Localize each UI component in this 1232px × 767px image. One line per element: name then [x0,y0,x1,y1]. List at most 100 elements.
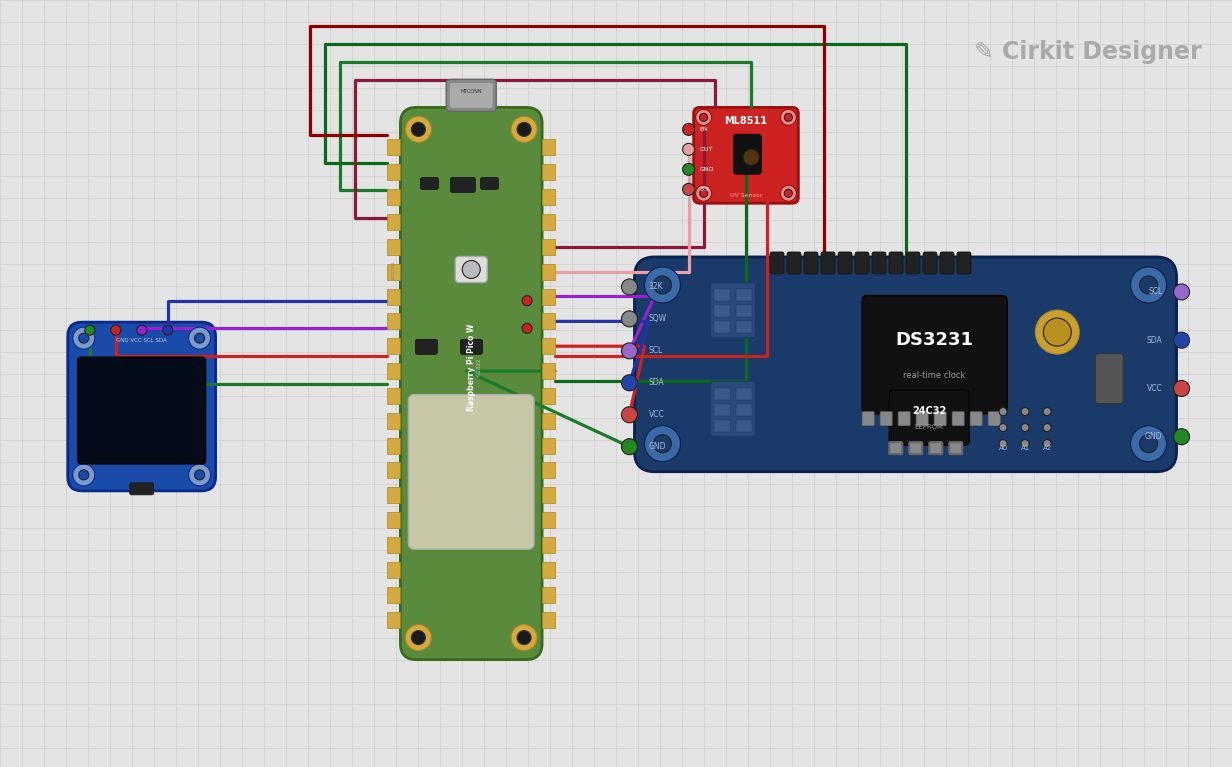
FancyBboxPatch shape [838,252,853,274]
Circle shape [522,295,532,306]
Circle shape [653,276,671,294]
FancyBboxPatch shape [862,295,1007,413]
Circle shape [188,464,211,486]
Bar [542,413,556,429]
Circle shape [195,470,205,480]
FancyBboxPatch shape [78,357,206,464]
Circle shape [743,150,759,165]
FancyBboxPatch shape [890,390,970,445]
Bar [737,387,753,400]
Bar [387,611,400,627]
Text: SDA: SDA [1147,336,1163,344]
Circle shape [785,114,792,121]
Circle shape [195,333,205,343]
Circle shape [780,186,796,201]
Bar [715,304,731,317]
FancyBboxPatch shape [634,257,1177,472]
Bar [387,363,400,379]
Circle shape [700,189,707,197]
Bar [387,487,400,503]
Text: real-time clock: real-time clock [903,371,966,380]
Circle shape [785,189,792,197]
FancyBboxPatch shape [451,177,476,193]
Bar [387,413,400,429]
FancyBboxPatch shape [929,442,942,454]
Circle shape [517,630,531,644]
Bar [542,512,556,528]
FancyBboxPatch shape [940,252,954,274]
Circle shape [405,624,431,650]
Circle shape [653,435,671,453]
Bar [387,214,400,230]
Circle shape [1174,332,1190,348]
Bar [542,288,556,304]
Circle shape [1131,267,1167,303]
FancyBboxPatch shape [950,442,962,454]
Bar [542,239,556,255]
Text: OUT: OUT [700,146,713,152]
FancyBboxPatch shape [415,339,437,354]
Bar [542,537,556,553]
Bar [387,438,400,453]
Circle shape [111,325,121,335]
Circle shape [1044,423,1051,432]
FancyBboxPatch shape [862,412,875,426]
Circle shape [644,267,680,303]
Circle shape [696,110,712,125]
Text: 3.3: 3.3 [700,187,710,192]
Bar [542,562,556,578]
Text: ©2022: ©2022 [477,357,482,377]
Circle shape [411,123,425,137]
Text: UV Sensor: UV Sensor [729,193,763,198]
Circle shape [1044,439,1051,448]
Text: Raspberry Pi Pico W: Raspberry Pi Pico W [467,323,476,410]
Bar [542,388,556,404]
FancyBboxPatch shape [480,177,499,189]
FancyBboxPatch shape [898,412,910,426]
Circle shape [188,328,211,349]
FancyBboxPatch shape [952,412,965,426]
Bar [542,438,556,453]
Bar [387,388,400,404]
Circle shape [683,143,695,156]
Circle shape [1021,423,1029,432]
Text: EN: EN [700,127,708,132]
Circle shape [1035,310,1079,354]
FancyBboxPatch shape [821,252,835,274]
FancyBboxPatch shape [855,252,869,274]
Bar [387,264,400,280]
Circle shape [1131,426,1167,462]
Bar [737,288,753,301]
Circle shape [405,117,431,143]
Bar [715,387,731,400]
Text: GND: GND [1145,433,1163,441]
Text: GND: GND [648,443,667,451]
Bar [387,189,400,205]
Text: SCL: SCL [1148,288,1163,296]
Bar [542,487,556,503]
FancyBboxPatch shape [787,252,801,274]
Circle shape [621,279,637,295]
FancyBboxPatch shape [909,442,923,454]
Text: DS3231: DS3231 [896,331,973,350]
Circle shape [517,123,531,137]
Text: GND: GND [700,167,715,172]
Circle shape [683,163,695,176]
Text: SDA: SDA [648,378,664,387]
Text: A1: A1 [1020,445,1030,451]
Circle shape [621,343,637,359]
Circle shape [644,426,680,462]
FancyBboxPatch shape [1095,354,1124,403]
Circle shape [1021,439,1029,448]
Circle shape [1174,284,1190,300]
Bar [715,403,731,416]
Text: ✎ Cirkit Designer: ✎ Cirkit Designer [975,40,1202,64]
FancyBboxPatch shape [890,252,903,274]
FancyBboxPatch shape [420,177,439,189]
Circle shape [462,261,480,278]
Bar [542,164,556,180]
FancyBboxPatch shape [880,412,892,426]
Bar [542,363,556,379]
Bar [387,512,400,528]
FancyBboxPatch shape [400,107,542,660]
